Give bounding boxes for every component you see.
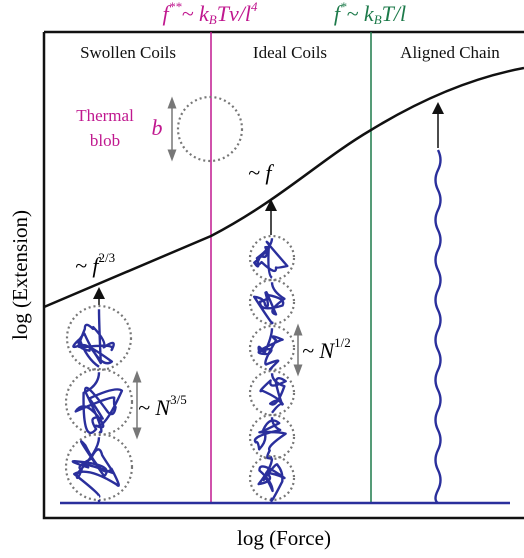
scaling: ~ N1/2 <box>302 335 351 363</box>
crossover-label: f*~ kBT/l <box>334 0 406 27</box>
coil <box>71 437 120 498</box>
scaling: ~ f2/3 <box>75 250 115 278</box>
scaling: ~ f <box>248 160 274 185</box>
frame <box>42 30 524 520</box>
coil <box>74 372 124 435</box>
crossover-label: f**~ kBTv/l4 <box>163 0 258 27</box>
coil <box>253 282 286 325</box>
coil <box>253 238 289 279</box>
x-axis-label: log (Force) <box>237 526 331 550</box>
coil <box>253 417 287 460</box>
aligned-chain <box>434 149 442 505</box>
blob <box>248 369 296 417</box>
thermal-blob <box>176 95 244 163</box>
blob-label: Thermal <box>76 106 134 125</box>
coil <box>257 458 286 502</box>
coil <box>72 309 115 368</box>
blob-size: b <box>152 115 163 140</box>
blob <box>248 234 296 282</box>
extension-curve <box>43 66 524 309</box>
chains <box>64 149 442 505</box>
y-axis-label: log (Extension) <box>8 210 32 340</box>
blob <box>248 278 296 326</box>
coil <box>257 328 284 371</box>
region-label: Aligned Chain <box>400 43 500 62</box>
blob-label: blob <box>90 131 120 150</box>
blob <box>248 454 296 502</box>
region-label: Ideal Coils <box>253 43 327 62</box>
region-label: Swollen Coils <box>80 43 176 62</box>
blob <box>248 413 296 461</box>
blob <box>248 324 296 372</box>
coil <box>259 373 287 414</box>
scaling: ~ N3/5 <box>138 392 187 420</box>
